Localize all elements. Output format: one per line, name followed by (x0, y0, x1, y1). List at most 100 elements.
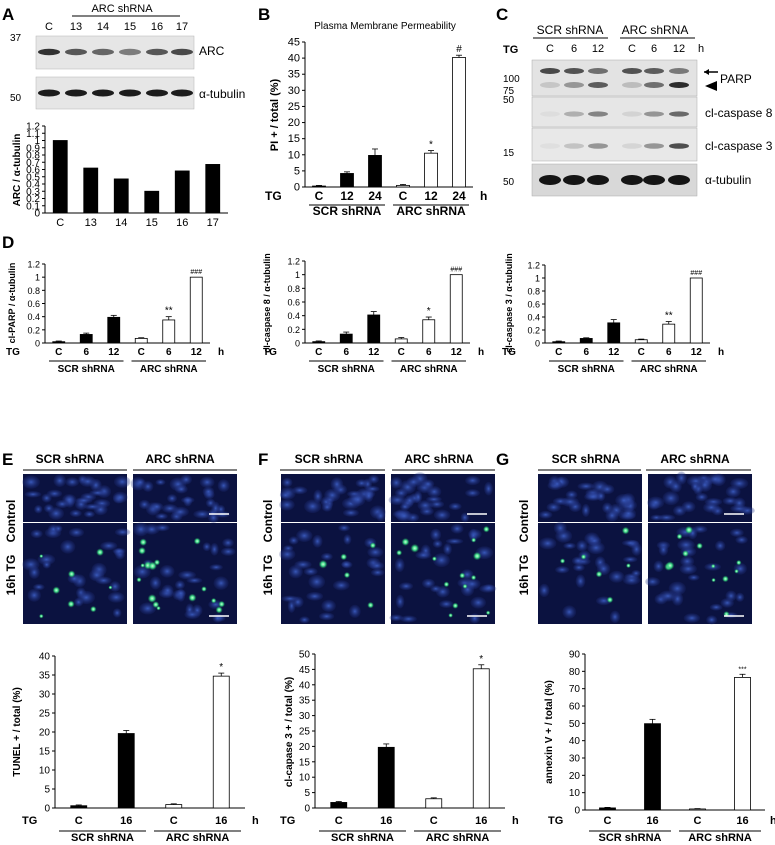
blot-lane-label: C (546, 43, 554, 55)
significance-mark: ### (190, 269, 202, 276)
x-tick-label: 6 (343, 347, 349, 358)
significance-mark: * (219, 662, 223, 673)
x-tick-label: 6 (166, 347, 172, 358)
blot-band (644, 68, 664, 74)
y-tick-label: 0.6 (527, 300, 540, 310)
nucleus (422, 578, 435, 589)
blot-band (38, 48, 60, 56)
blot-band (644, 143, 664, 149)
nucleus (364, 489, 374, 503)
nucleus (470, 596, 486, 609)
blot-band-label: cl-caspase 3 (705, 139, 773, 153)
nucleus (279, 548, 296, 561)
unit-label: h (512, 815, 519, 827)
nucleus (735, 535, 748, 544)
nucleus (281, 595, 299, 602)
y-axis-label: cl-caspase 8 / α-tubulin (262, 253, 272, 353)
nucleus (222, 538, 234, 548)
blot-band (564, 111, 584, 117)
y-tick-label: 1.2 (287, 257, 300, 267)
chart-title: Plasma Membrane Permeability (314, 21, 456, 32)
positive-cell (459, 572, 466, 579)
micrograph (647, 471, 755, 522)
positive-cell (410, 543, 420, 553)
blot-band (171, 48, 193, 56)
blot-band (622, 111, 642, 117)
nucleus (112, 491, 128, 504)
blot-band-label: cl-caspase 8 (705, 106, 773, 120)
y-tick-label: 30 (288, 85, 300, 97)
y-tick-label: 1.2 (527, 261, 540, 271)
x-tick-label: C (315, 347, 322, 358)
micrograph-col-label: ARC shRNA (660, 452, 730, 466)
blot-band (588, 143, 608, 149)
x-tick-label: 16 (646, 815, 658, 827)
bar (330, 802, 348, 809)
x-tick-label: C (604, 815, 612, 827)
micrograph-row-label: Control (517, 500, 531, 543)
nucleus (171, 506, 189, 518)
nucleus (469, 613, 481, 624)
bar (425, 798, 443, 809)
blot-band (540, 82, 560, 88)
group-label: SCR shRNA (71, 832, 134, 844)
blot-band (171, 89, 193, 97)
blot-marker: 75 (503, 86, 515, 97)
nucleus (426, 496, 442, 503)
y-tick-label: 0.2 (287, 325, 300, 335)
nucleus (349, 604, 361, 618)
nucleus (552, 479, 562, 489)
nucleus (114, 528, 131, 537)
unit-label: h (480, 189, 487, 203)
micrograph (22, 474, 131, 522)
blot-band (540, 68, 560, 74)
nucleus (155, 524, 170, 532)
micrograph (388, 472, 495, 523)
unit-label: h (718, 347, 724, 358)
x-tick-label: 16 (176, 217, 188, 229)
chart-d-casp8: 0 0.2 0.4 0.6 0.8 1 1.2 cl-caspase 8 / α-tubuli… (262, 253, 484, 375)
x-tick-label: 13 (85, 217, 97, 229)
y-tick-label: 10 (288, 149, 300, 161)
group-label: SCR shRNA (331, 832, 394, 844)
nucleus (30, 529, 43, 539)
y-tick-label: 0 (35, 339, 40, 349)
positive-cell (396, 549, 403, 556)
nucleus (83, 510, 95, 518)
x-tick-label: 6 (666, 347, 672, 358)
positive-cell (472, 551, 482, 561)
nucleus (561, 496, 579, 507)
positive-cell (665, 561, 675, 570)
nucleus (677, 539, 695, 551)
nucleus (415, 550, 432, 560)
y-tick-label: 25 (299, 727, 311, 738)
blot-band (621, 175, 643, 185)
y-tick-label: 1.2 (27, 260, 40, 270)
significance-mark: * (429, 140, 433, 151)
parp-cleaved-arrowhead (705, 81, 717, 91)
y-tick-label: 15 (39, 747, 51, 758)
nucleus (368, 474, 380, 484)
blot-group-label: SCR shRNA (537, 23, 604, 37)
blot-band (643, 175, 665, 185)
nucleus (445, 538, 464, 545)
nucleus (555, 566, 570, 574)
micrograph-row-label: Control (261, 500, 275, 543)
blot-lane-label: 12 (673, 43, 685, 55)
treatment-label: TG (263, 347, 277, 358)
blot-band (119, 89, 141, 97)
y-axis-label: PI + / total (%) (269, 78, 281, 151)
panel-letter-d: D (2, 233, 14, 252)
nucleus (417, 500, 434, 511)
x-tick-label: 12 (191, 347, 203, 358)
micrograph-col-label: ARC shRNA (404, 452, 474, 466)
y-tick-label: 10 (299, 773, 311, 784)
nucleus (55, 499, 69, 509)
positive-cell (401, 537, 410, 546)
nucleus (83, 503, 102, 510)
nucleus (355, 479, 368, 488)
y-tick-label: 20 (288, 117, 300, 129)
bar (472, 668, 490, 809)
nucleus (687, 574, 700, 581)
